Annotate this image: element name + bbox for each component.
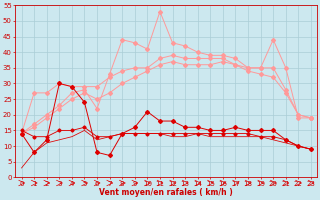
X-axis label: Vent moyen/en rafales ( km/h ): Vent moyen/en rafales ( km/h ) xyxy=(100,188,233,197)
